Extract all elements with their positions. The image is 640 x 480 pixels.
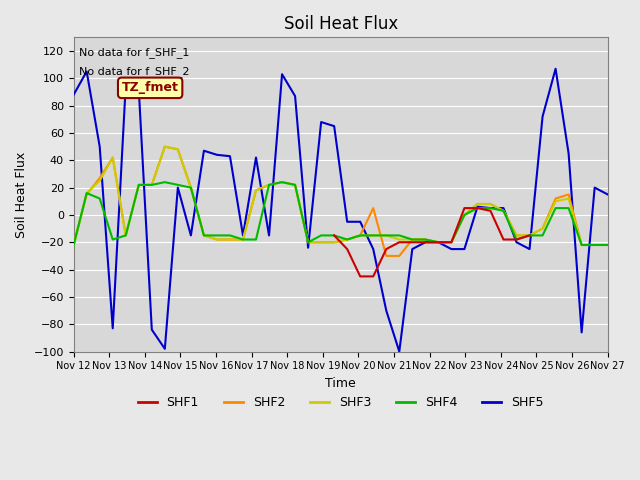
Title: Soil Heat Flux: Soil Heat Flux <box>284 15 398 33</box>
Text: TZ_fmet: TZ_fmet <box>122 81 179 95</box>
Text: No data for f_SHF_2: No data for f_SHF_2 <box>79 66 189 76</box>
Text: No data for f_SHF_1: No data for f_SHF_1 <box>79 47 189 58</box>
Y-axis label: Soil Heat Flux: Soil Heat Flux <box>15 151 28 238</box>
Legend: SHF1, SHF2, SHF3, SHF4, SHF5: SHF1, SHF2, SHF3, SHF4, SHF5 <box>132 391 548 414</box>
X-axis label: Time: Time <box>325 377 356 390</box>
